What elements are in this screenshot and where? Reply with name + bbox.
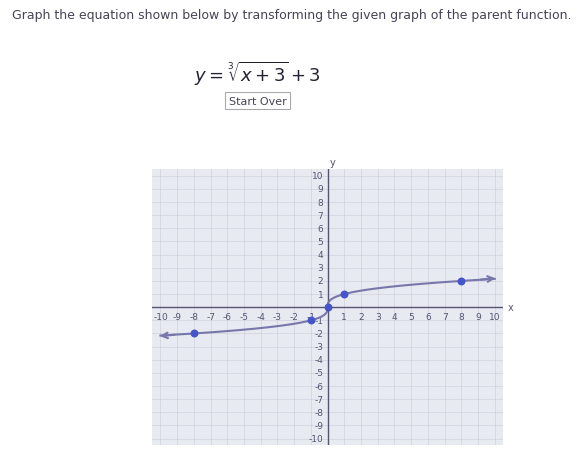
Text: -9: -9 (314, 421, 324, 430)
Text: y: y (330, 157, 336, 167)
Text: 5: 5 (318, 237, 324, 246)
Text: 7: 7 (318, 211, 324, 220)
Text: 8: 8 (318, 198, 324, 207)
Point (340, 291, 349, 298)
Text: 1: 1 (342, 312, 347, 321)
Text: -10: -10 (153, 312, 168, 321)
Text: 9: 9 (318, 185, 324, 194)
Text: 3: 3 (318, 264, 324, 273)
Text: $y = \sqrt[3]{x+3}+3$: $y = \sqrt[3]{x+3}+3$ (194, 60, 321, 88)
Text: 1: 1 (318, 290, 324, 299)
Text: 5: 5 (408, 312, 414, 321)
Text: 3: 3 (375, 312, 381, 321)
Text: -3: -3 (314, 342, 324, 351)
Text: -5: -5 (314, 369, 324, 378)
Text: -8: -8 (190, 312, 198, 321)
Text: -6: -6 (314, 382, 324, 391)
Text: 9: 9 (475, 312, 481, 321)
Text: -1: -1 (314, 316, 324, 325)
Text: 4: 4 (318, 251, 324, 259)
Text: 10: 10 (312, 172, 324, 181)
Text: -7: -7 (314, 395, 324, 404)
Text: -5: -5 (239, 312, 249, 321)
Point (306, 317, 315, 325)
Text: Start Over: Start Over (229, 96, 286, 106)
Text: -7: -7 (206, 312, 215, 321)
Text: -6: -6 (223, 312, 232, 321)
Text: 2: 2 (318, 277, 324, 286)
Text: 4: 4 (391, 312, 397, 321)
Text: -9: -9 (173, 312, 182, 321)
Text: -1: -1 (307, 312, 315, 321)
Text: -2: -2 (315, 329, 324, 338)
Point (457, 278, 466, 285)
Text: -4: -4 (256, 312, 265, 321)
Text: x: x (508, 302, 514, 313)
Text: 2: 2 (358, 312, 364, 321)
Point (189, 330, 198, 337)
Text: -8: -8 (314, 408, 324, 417)
Text: 8: 8 (459, 312, 464, 321)
Text: -3: -3 (273, 312, 282, 321)
Text: Graph the equation shown below by transforming the given graph of the parent fun: Graph the equation shown below by transf… (12, 9, 571, 22)
Text: 6: 6 (318, 224, 324, 233)
Point (323, 304, 332, 311)
Text: 10: 10 (489, 312, 501, 321)
Text: 6: 6 (425, 312, 431, 321)
Text: 7: 7 (442, 312, 448, 321)
Text: -2: -2 (290, 312, 298, 321)
Text: -10: -10 (309, 434, 324, 443)
Text: -4: -4 (315, 356, 324, 364)
